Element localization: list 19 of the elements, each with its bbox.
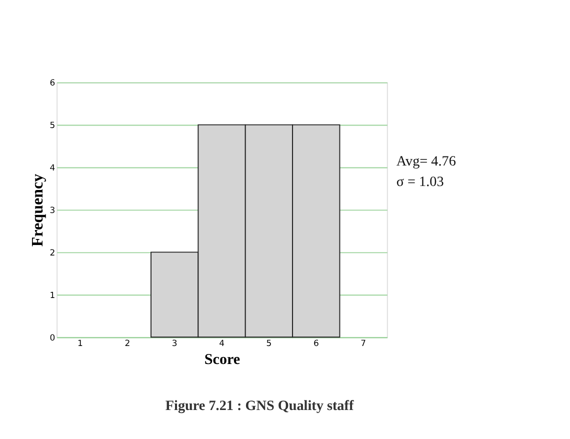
y-tick-label: 2 xyxy=(50,248,56,258)
x-tick-label: 5 xyxy=(266,339,272,350)
text: Avg= 4.76 xyxy=(396,153,456,170)
x-tick-label: 6 xyxy=(313,339,319,350)
x-tick-label: 1 xyxy=(78,339,83,350)
y-axis-title: Frequency xyxy=(29,174,46,247)
y-tick-label: 6 xyxy=(50,78,56,89)
y-tick-label: 1 xyxy=(50,290,56,301)
x-axis-title: Score xyxy=(204,352,240,368)
caption: Figure 7.21 : GNS Quality staff xyxy=(165,398,354,414)
x-tick-label: 3 xyxy=(172,339,178,350)
y-tick-label: 3 xyxy=(50,206,56,216)
x-tick-label: 4 xyxy=(219,339,224,350)
x-tick-label: 2 xyxy=(124,339,130,350)
text: σ = 1.03 xyxy=(396,174,444,190)
y-tick-label: 4 xyxy=(50,164,56,174)
y-tick-label: 5 xyxy=(50,121,56,132)
y-tick-label: 0 xyxy=(50,333,56,344)
x-tick-label: 7 xyxy=(360,339,366,350)
